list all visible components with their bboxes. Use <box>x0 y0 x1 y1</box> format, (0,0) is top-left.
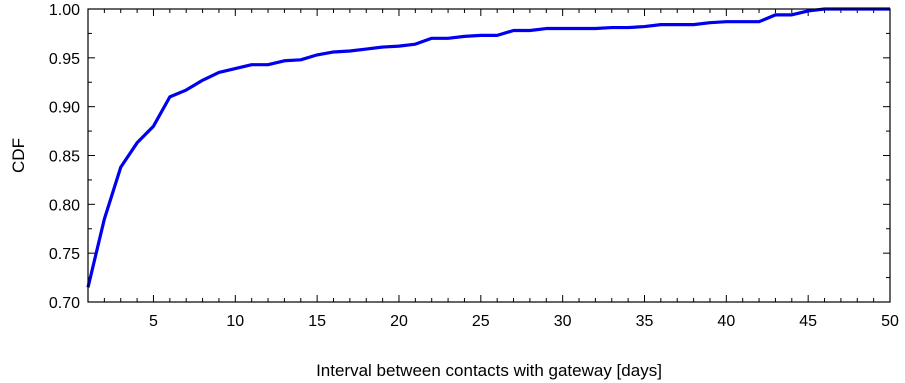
x-tick-label: 5 <box>149 313 158 330</box>
x-tick-label: 10 <box>226 313 244 330</box>
y-tick-label: 0.95 <box>49 51 80 68</box>
y-tick-label: 0.80 <box>49 197 80 214</box>
x-tick-label: 35 <box>636 313 654 330</box>
x-tick-label: 50 <box>881 313 899 330</box>
x-tick-label: 40 <box>717 313 735 330</box>
cdf-series-line <box>86 7 890 288</box>
ticks-layer <box>87 8 891 303</box>
y-tick-label: 1.00 <box>49 2 80 19</box>
series-layer <box>86 7 890 288</box>
tick-labels-layer: 5 10 15 20 25 30 35 40 45 50 0.70 0.75 0.80 0.85 0.90 0… <box>49 2 899 330</box>
x-tick-label: 20 <box>390 313 408 330</box>
x-tick-label: 15 <box>308 313 326 330</box>
y-tick-label: 0.75 <box>49 246 80 263</box>
x-tick-label: 25 <box>472 313 490 330</box>
x-tick-label: 30 <box>554 313 572 330</box>
y-axis-label: CDF <box>9 138 28 173</box>
x-tick-label: 45 <box>799 313 817 330</box>
y-tick-label: 0.90 <box>49 100 80 117</box>
plot-frame <box>87 8 891 303</box>
y-tick-label: 0.85 <box>49 149 80 166</box>
x-axis-label: Interval between contacts with gateway [… <box>316 361 662 380</box>
y-tick-label: 0.70 <box>49 295 80 312</box>
